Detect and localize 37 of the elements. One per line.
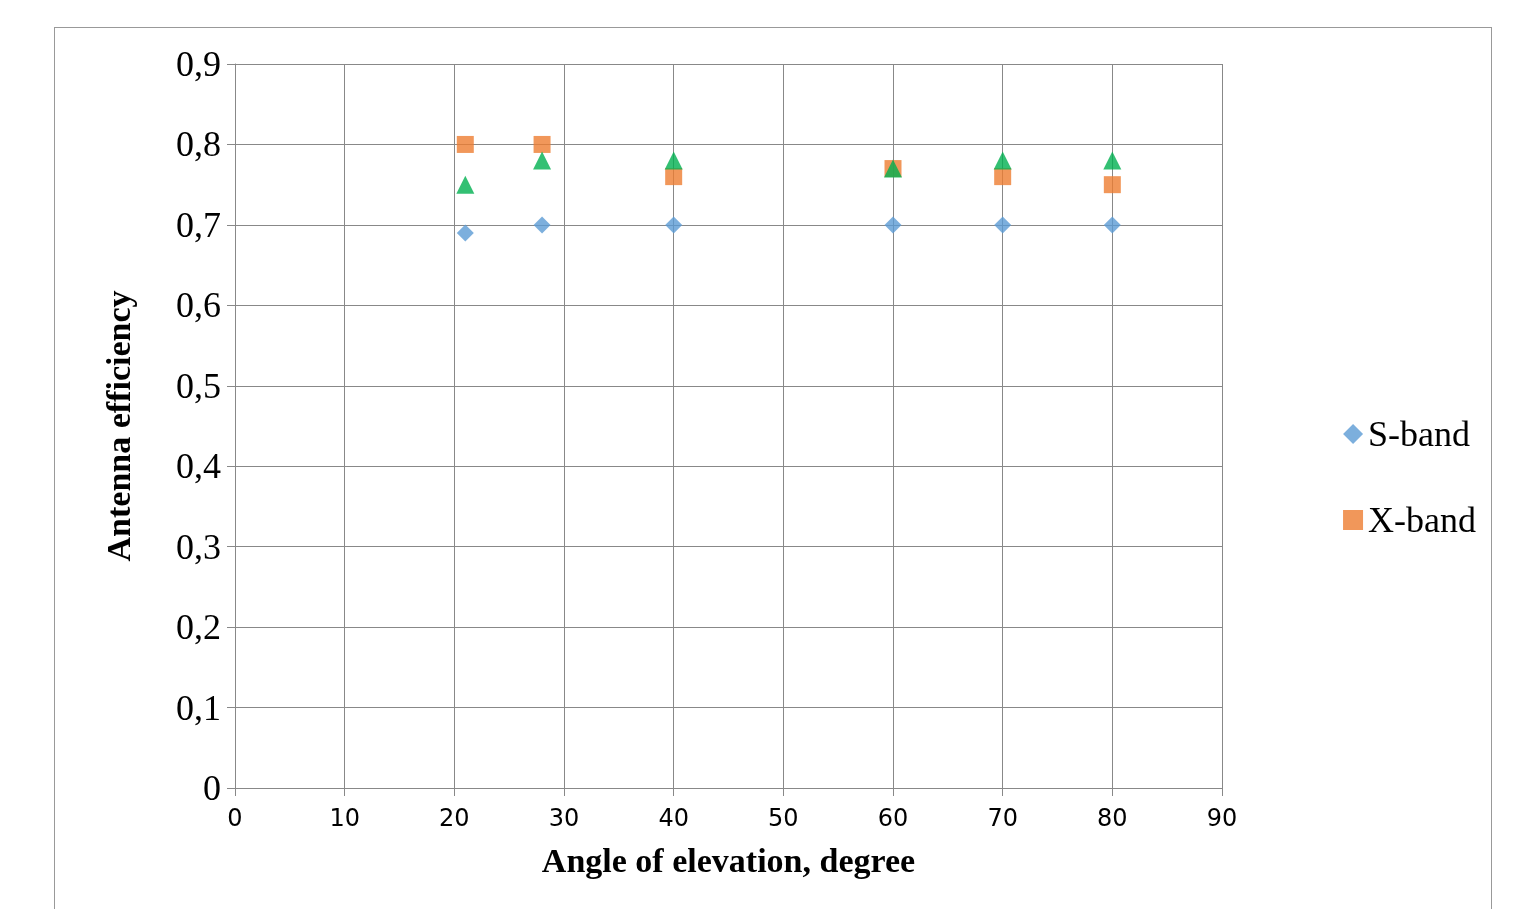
x-tick-label: 30	[548, 804, 580, 832]
point	[665, 216, 683, 234]
x-tick-label: 20	[439, 804, 470, 832]
x-tick-label: 80	[1097, 804, 1128, 832]
legend-label: S-band	[1368, 414, 1471, 454]
point	[1103, 216, 1121, 234]
y-axis-title: Antenna efficiency	[99, 290, 137, 562]
y-tick-label: 0,9	[176, 44, 221, 84]
point	[456, 135, 474, 153]
y-tick-label: 0,8	[176, 124, 221, 165]
y-tick-label: 0,4	[176, 446, 221, 487]
point	[994, 216, 1012, 234]
x-tick-label: 60	[877, 804, 909, 832]
y-tick-label: 0,6	[176, 285, 221, 326]
legend-label: X-band	[1368, 500, 1476, 540]
x-tick-label: 40	[658, 804, 689, 832]
point	[533, 135, 551, 153]
y-tick-label: 0,5	[176, 365, 221, 406]
point	[533, 216, 551, 234]
point	[664, 151, 683, 170]
y-tick-label: 0,1	[176, 687, 221, 728]
x-tick-label: 0	[227, 804, 243, 832]
point	[1103, 176, 1121, 194]
x-axis-title: Angle of elevation, degree	[541, 841, 916, 879]
x-tick-label: 50	[768, 804, 799, 832]
point	[993, 151, 1012, 170]
point	[1103, 151, 1122, 170]
x-tick-label: 10	[329, 804, 360, 832]
point	[456, 224, 474, 242]
x-tick-label: 90	[1206, 804, 1238, 832]
y-tick-label: 0,3	[176, 526, 221, 567]
point	[456, 175, 475, 194]
y-tick-label: 0,2	[176, 607, 221, 648]
x-tick-label: 70	[987, 804, 1018, 832]
point	[533, 151, 552, 170]
point	[884, 216, 902, 234]
y-tick-label: 0,7	[176, 204, 221, 245]
